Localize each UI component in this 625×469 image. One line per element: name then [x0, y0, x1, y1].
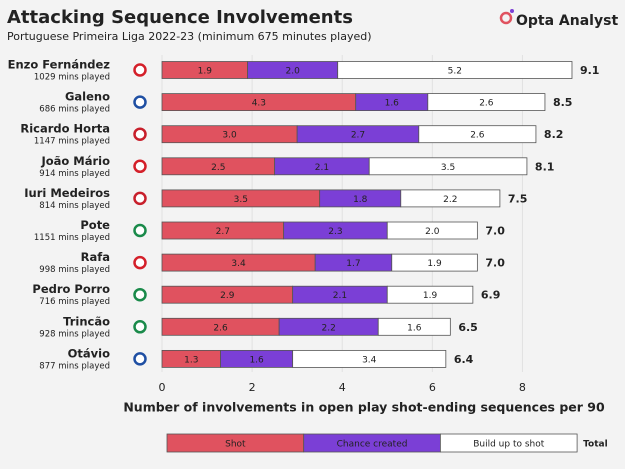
club-icon: [133, 287, 147, 302]
value-label: 1.9: [198, 67, 213, 77]
legend-label: Shot: [225, 440, 246, 450]
logo-icon: [499, 11, 513, 25]
value-label: 2.7: [216, 227, 230, 237]
category-note: 1029 mins played: [34, 73, 110, 83]
value-label: 2.1: [333, 291, 347, 301]
x-tick-label: 0: [159, 381, 166, 394]
legend-label: Build up to shot: [473, 440, 545, 450]
value-label: 1.9: [427, 259, 442, 269]
legend-label: Total: [583, 440, 608, 450]
total-label: 7.0: [485, 225, 505, 238]
bar-segment: [337, 61, 573, 79]
value-label: 2.6: [213, 323, 228, 333]
category-label: Otávio: [68, 346, 110, 360]
bar-segment: [386, 285, 474, 304]
bar-segment: [391, 253, 478, 272]
bar-segment: [400, 189, 501, 208]
logo-dot: [510, 9, 514, 13]
bar-segment: [292, 349, 447, 368]
value-label: 2.6: [470, 131, 485, 141]
value-label: 2.2: [443, 195, 457, 205]
category-label: Pedro Porro: [32, 282, 110, 296]
category-label: Trincão: [63, 314, 110, 328]
value-label: 2.5: [211, 163, 225, 173]
value-label: 2.6: [479, 99, 494, 109]
x-tick-label: 2: [249, 381, 256, 394]
club-icon: [133, 127, 147, 141]
club-icon: [133, 223, 147, 238]
category-label: Ricardo Horta: [20, 122, 110, 136]
value-label: 1.6: [407, 323, 422, 333]
brand-logo: [499, 9, 514, 25]
total-label: 8.1: [535, 160, 555, 173]
category-note: 814 mins played: [39, 201, 110, 211]
value-label: 2.7: [351, 131, 365, 141]
chart-title: Attacking Sequence Involvements: [7, 7, 353, 28]
bar-segment: [418, 125, 537, 144]
value-label: 1.6: [249, 355, 264, 365]
category-note: 686 mins played: [39, 105, 110, 115]
category-label: Pote: [80, 218, 110, 232]
bar-segment: [427, 93, 546, 111]
x-tick-label: 4: [339, 381, 346, 394]
value-label: 2.0: [425, 227, 440, 237]
total-label: 6.5: [458, 321, 478, 334]
club-icon: [133, 63, 147, 77]
bar-segment: [386, 221, 478, 240]
club-icon: [133, 95, 147, 109]
club-icon: [133, 352, 147, 366]
brand: Opta Analyst: [516, 13, 618, 29]
total-label: 6.9: [481, 289, 501, 302]
value-label: 3.5: [234, 195, 248, 205]
legend-label: Chance created: [337, 440, 408, 450]
value-label: 2.9: [220, 291, 235, 301]
bar-segment: [368, 157, 528, 176]
value-label: 1.6: [385, 99, 400, 109]
value-label: 3.4: [362, 355, 377, 365]
category-note: 998 mins played: [39, 265, 110, 275]
category-note: 877 mins played: [39, 361, 110, 371]
total-label: 8.5: [553, 96, 573, 109]
category-note: 914 mins played: [39, 169, 110, 179]
x-axis-title: Number of involvements in open play shot…: [123, 400, 605, 415]
category-note: 1147 mins played: [34, 137, 110, 147]
total-label: 7.0: [485, 257, 505, 270]
value-label: 1.7: [346, 259, 360, 269]
category-note: 928 mins played: [39, 329, 110, 339]
value-label: 1.3: [184, 355, 198, 365]
category-note: 1151 mins played: [34, 233, 110, 243]
total-label: 9.1: [580, 64, 600, 77]
category-note: 716 mins played: [39, 297, 110, 307]
value-label: 4.3: [252, 99, 266, 109]
club-icon: [133, 159, 147, 174]
legend-swatch: [439, 433, 578, 453]
value-label: 5.2: [448, 67, 462, 77]
value-label: 3.5: [441, 163, 455, 173]
value-label: 3.4: [231, 259, 246, 269]
club-icon: [133, 320, 147, 334]
category-label: João Mário: [40, 154, 110, 168]
category-label: Enzo Fernández: [8, 58, 111, 72]
category-label: Iuri Medeiros: [24, 186, 110, 200]
bar-segment: [377, 317, 451, 336]
value-label: 2.2: [322, 323, 336, 333]
value-label: 1.8: [353, 195, 368, 205]
value-label: 1.9: [423, 291, 438, 301]
value-label: 3.0: [222, 131, 237, 141]
value-label: 2.3: [328, 227, 342, 237]
chart-subtitle: Portuguese Primeira Liga 2022-23 (minimu…: [7, 30, 372, 43]
club-icon: [133, 191, 147, 206]
x-tick-label: 8: [519, 381, 526, 394]
value-label: 2.1: [315, 163, 329, 173]
club-icon: [133, 255, 147, 270]
category-label: Rafa: [81, 250, 110, 264]
total-label: 7.5: [508, 192, 528, 205]
x-tick-label: 6: [429, 381, 436, 394]
value-label: 2.0: [285, 67, 300, 77]
category-label: Galeno: [65, 90, 110, 104]
total-label: 6.4: [454, 353, 474, 366]
total-label: 8.2: [544, 128, 564, 141]
